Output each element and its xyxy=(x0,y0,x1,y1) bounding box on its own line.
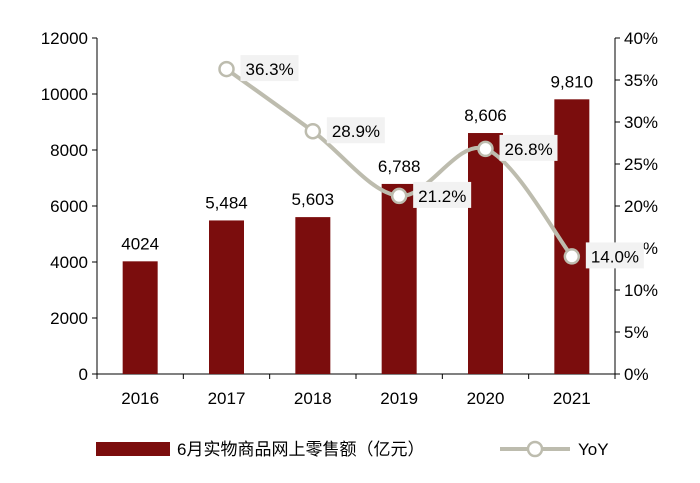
bar-value-label: 4024 xyxy=(121,234,159,253)
y2-tick-label: 10% xyxy=(624,281,658,300)
y-tick-label: 2000 xyxy=(50,309,88,328)
bar-value-label: 6,788 xyxy=(378,157,421,176)
y2-tick-label: 20% xyxy=(624,197,658,216)
bar-labels: 4024 5,484 5,603 6,788 8,606 9,810 xyxy=(121,72,593,253)
bar xyxy=(468,133,503,374)
legend-bar-swatch xyxy=(96,442,170,456)
yoy-marker xyxy=(390,187,408,205)
yoy-marker xyxy=(477,140,494,158)
y-tick-label: 4000 xyxy=(50,253,88,272)
bar-value-label: 5,484 xyxy=(205,193,248,212)
bar xyxy=(295,217,331,374)
yoy-value-label: 28.9% xyxy=(332,122,380,141)
yoy-label-bg xyxy=(413,181,472,208)
yoy-value-label: 36.3% xyxy=(246,60,294,79)
y-tick-label: 8000 xyxy=(50,141,88,160)
legend-line-label: YoY xyxy=(578,440,609,459)
legend-bar-label: 6月实物商品网上零售额（亿元） xyxy=(177,440,424,459)
bar xyxy=(209,220,244,374)
y2-tick-label: 25% xyxy=(624,155,658,174)
yoy-value-label: 14.0% xyxy=(591,247,639,266)
x-tick-label: 2017 xyxy=(208,389,246,408)
yoy-value-label: 21.2% xyxy=(418,187,466,206)
y-tick-label: 0 xyxy=(79,365,88,384)
y2-tick-label: 35% xyxy=(624,71,658,90)
bar-value-label: 5,603 xyxy=(292,190,335,209)
y-tick-label: 10000 xyxy=(41,85,88,104)
yoy-line-group: 36.3% 28.9% 21.2% 26.8% 14.0% xyxy=(218,55,644,269)
yoy-marker xyxy=(563,248,581,265)
yoy-label-bg xyxy=(240,55,299,82)
x-tick-label: 2021 xyxy=(553,389,591,408)
x-tick-label: 2019 xyxy=(380,389,418,408)
yoy-marker xyxy=(218,60,235,78)
axes: 0200040006000800010000120000%5%10%15%20%… xyxy=(41,29,658,408)
bar xyxy=(381,183,417,374)
yoy-label-bg xyxy=(499,134,558,161)
y-tick-label: 6000 xyxy=(50,197,88,216)
legend: 6月实物商品网上零售额（亿元） YoY xyxy=(96,440,609,459)
y-tick-label: 12000 xyxy=(41,29,88,48)
bar xyxy=(122,261,158,374)
y2-tick-label: 30% xyxy=(624,113,658,132)
legend-line-marker xyxy=(526,440,544,458)
x-tick-label: 2018 xyxy=(294,389,332,408)
y2-tick-label: 0% xyxy=(624,365,649,384)
x-tick-label: 2016 xyxy=(121,389,159,408)
x-tick-label: 2020 xyxy=(467,389,505,408)
bar-value-label: 8,606 xyxy=(464,106,507,125)
y2-tick-label: 5% xyxy=(624,323,649,342)
yoy-label-bg xyxy=(326,117,385,144)
yoy-value-label: 26.8% xyxy=(505,140,553,159)
yoy-label-bg xyxy=(585,242,644,269)
yoy-marker xyxy=(304,122,322,140)
bar-value-label: 9,810 xyxy=(551,72,594,91)
y2-tick-label: 40% xyxy=(624,29,658,48)
